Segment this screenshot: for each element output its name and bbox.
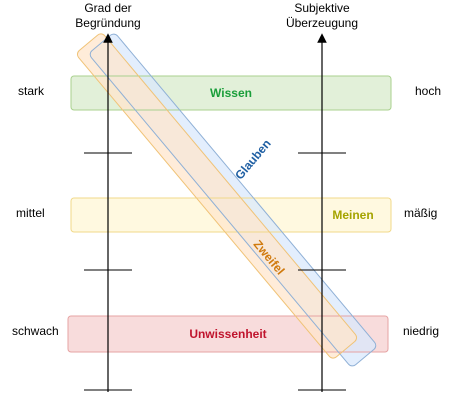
right-axis-title-line2: Überzeugung	[286, 16, 358, 30]
band-meinen-border	[70, 197, 392, 233]
right-axis-title-line1: Subjektive	[294, 1, 350, 15]
right-level-niedrig: niedrig	[403, 324, 439, 338]
left-level-mittel: mittel	[16, 206, 45, 220]
left-level-schwach: schwach	[12, 324, 59, 338]
label-unwissenheit: Unwissenheit	[189, 327, 266, 341]
label-meinen: Meinen	[332, 208, 373, 222]
left-axis-title-line2: Begründung	[75, 16, 140, 30]
left-axis-title-line1: Grad der	[84, 1, 131, 15]
band-wissen-border	[70, 75, 392, 111]
band-glauben-border	[89, 33, 377, 367]
right-level-hoch: hoch	[415, 84, 441, 98]
label-glauben: Glauben	[232, 137, 274, 183]
right-level-maessig: mäßig	[404, 206, 437, 220]
left-level-stark: stark	[18, 84, 45, 98]
label-wissen: Wissen	[210, 86, 252, 100]
band-unwissenheit-border	[67, 315, 389, 353]
band-zweifel	[77, 33, 357, 359]
band-zweifel-border	[76, 33, 358, 359]
axis-ticks	[84, 152, 346, 391]
